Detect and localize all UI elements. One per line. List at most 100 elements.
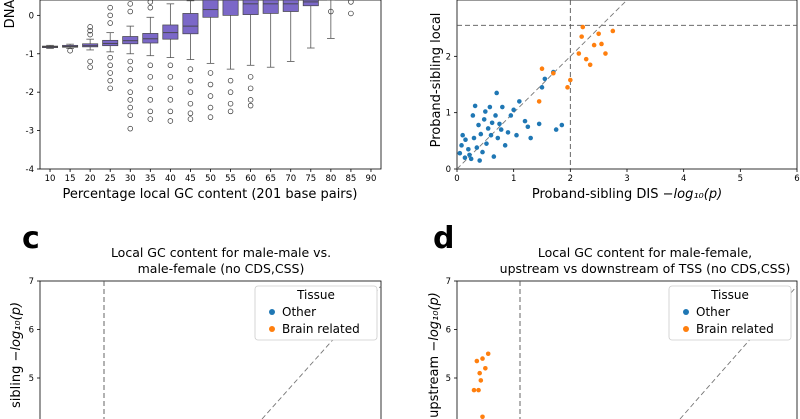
b-point <box>481 117 487 122</box>
panel-a-y-axis-label: DNA <box>3 0 18 28</box>
a-xtick-label: 10 <box>45 174 56 184</box>
b-point <box>494 90 499 96</box>
b-point <box>528 135 533 141</box>
b-point <box>476 122 481 128</box>
a-xtick-label: 35 <box>145 174 156 184</box>
b-point <box>568 77 573 83</box>
b-point <box>498 127 504 132</box>
a-xtick-label: 90 <box>366 174 377 184</box>
panel-a-y-ticks: 0 -1 -2 -3 -4 <box>26 11 40 175</box>
panel-d-title-line1: Local GC content for male-female, <box>538 245 752 260</box>
a-ytick-label: -1 <box>26 50 34 60</box>
panel-b-points <box>457 24 616 163</box>
a-flier <box>147 108 154 115</box>
a-flier <box>107 12 113 19</box>
b-point <box>502 143 508 148</box>
a-xtick-label: 30 <box>125 174 136 184</box>
d-point <box>478 378 484 383</box>
panel-c-y-label-main: sibling <box>9 362 24 408</box>
d-point <box>480 356 485 361</box>
panel-c-y-axis-label: sibling −log₁₀(p) <box>9 302 24 408</box>
b-xtick-label: 1 <box>511 174 516 184</box>
a-flier <box>227 89 234 95</box>
a-xtick-label: 25 <box>105 174 116 184</box>
a-ytick-label: 0 <box>29 11 34 21</box>
panel-d-y-ticks: 7 6 5 <box>446 277 457 384</box>
d-point <box>474 358 480 364</box>
b-point <box>460 132 465 138</box>
b-point <box>485 126 491 131</box>
d-point <box>476 387 481 393</box>
a-flier <box>187 89 194 95</box>
a-flier <box>227 100 234 107</box>
panel-c-y-ticks: 7 6 5 <box>29 277 40 384</box>
b-point <box>457 150 463 156</box>
a-box <box>162 24 179 40</box>
c-ytick-label: 5 <box>29 374 34 384</box>
panel-d-legend-brain-marker <box>683 326 689 332</box>
a-flier <box>127 66 134 72</box>
panel-c-title-line2: male-female (no CDS,CSS) <box>138 261 305 276</box>
b-point <box>489 120 495 126</box>
a-ytick-label: -4 <box>26 165 34 175</box>
a-xtick-label: 45 <box>185 174 196 184</box>
a-flier <box>87 58 93 65</box>
a-box <box>262 0 279 14</box>
panel-a-x-ticks: 10 15 20 25 30 35 40 45 50 55 60 65 70 75 80 85 90 <box>45 169 377 184</box>
b-point <box>472 103 478 109</box>
panel-c-legend-box <box>254 285 378 341</box>
a-xtick-label: 55 <box>225 174 236 184</box>
b-point <box>522 118 528 124</box>
b-point <box>587 62 593 68</box>
panel-b-x-ticks: 0 1 2 3 4 5 6 <box>454 169 800 184</box>
b-point <box>484 141 489 146</box>
a-flier <box>207 81 214 88</box>
panel-b-scatter: 0 1 2 0 1 2 3 4 5 6 Proband-sibling DIS −log₁₀(p… <box>429 0 800 202</box>
a-flier <box>127 125 134 132</box>
a-flier <box>167 85 174 92</box>
a-flier <box>147 85 154 92</box>
b-xtick-label: 5 <box>738 174 743 184</box>
a-box <box>142 33 159 44</box>
a-flier <box>127 104 134 111</box>
panel-b-y-ticks: 0 1 2 <box>446 52 457 175</box>
a-flier <box>107 54 113 61</box>
b-ytick-label: 0 <box>446 165 451 175</box>
a-flier <box>247 85 254 92</box>
b-point <box>565 85 570 90</box>
a-xtick-label: 60 <box>245 174 256 184</box>
a-flier <box>127 58 134 65</box>
panel-d-frame <box>456 280 798 419</box>
a-flier <box>147 116 154 122</box>
b-point <box>459 143 464 148</box>
panel-d-title-line2: upstream vs downstream of TSS (no CDS,CS… <box>500 261 791 276</box>
panel-d-legend-box <box>668 285 792 341</box>
a-xtick-label: 75 <box>305 174 316 184</box>
a-flier <box>207 70 214 76</box>
b-point <box>559 122 565 128</box>
d-point <box>471 387 477 393</box>
a-flier <box>207 114 214 120</box>
a-flier <box>87 64 93 70</box>
a-flier <box>187 116 194 122</box>
a-flier <box>167 62 174 69</box>
a-flier <box>167 118 174 124</box>
panel-c-legend-other-label: Other <box>282 305 316 319</box>
panel-b-x-label-math: −log₁₀(p) <box>663 187 723 202</box>
a-xtick-label: 15 <box>65 174 76 184</box>
b-xtick-label: 4 <box>681 174 686 184</box>
panel-b-guides <box>456 0 797 170</box>
panel-d-y-label-math: −log₁₀(p) <box>427 292 442 352</box>
a-flier <box>187 100 194 107</box>
panel-c-title-line1: Local GC content for male-male vs. <box>111 245 331 260</box>
b-point <box>497 121 502 127</box>
panel-b-y-axis-label: Proband-sibling local <box>429 13 444 148</box>
a-flier <box>247 102 254 109</box>
b-point <box>491 154 497 159</box>
panel-c-legend-brain-label: Brain related <box>282 322 360 336</box>
b-point <box>471 135 477 141</box>
a-flier <box>147 97 154 103</box>
a-box <box>222 0 239 16</box>
b-xtick-label: 2 <box>568 174 573 184</box>
